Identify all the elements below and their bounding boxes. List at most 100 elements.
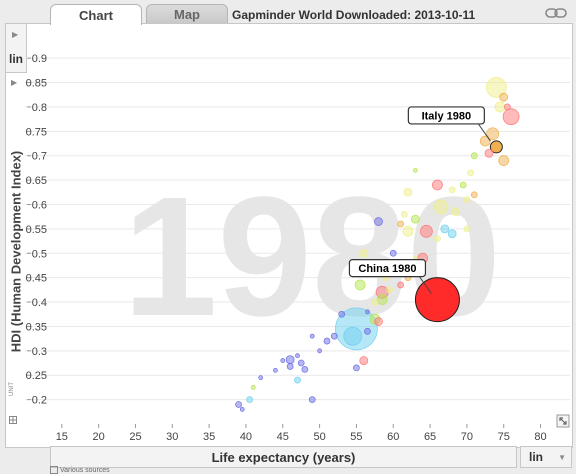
y-tick-label: 0.25 [26, 370, 47, 382]
x-axis-label[interactable]: Life expectancy (years) [50, 446, 517, 468]
bubble[interactable] [451, 207, 461, 217]
link-icon[interactable] [545, 7, 567, 19]
bubble[interactable] [463, 196, 471, 204]
x-tick-label: 25 [129, 431, 141, 443]
bubble[interactable] [470, 191, 478, 199]
bubble[interactable] [410, 214, 420, 224]
sources-note[interactable]: Various sources [50, 466, 110, 474]
bubble[interactable] [486, 127, 500, 141]
bubble[interactable] [494, 101, 506, 113]
y-tick-label: 0.3 [32, 346, 47, 358]
x-tick-label: 60 [387, 431, 399, 443]
bubble[interactable] [294, 376, 301, 384]
bubble[interactable] [419, 224, 433, 238]
bubble[interactable] [502, 108, 520, 126]
bubble[interactable] [386, 286, 393, 294]
bubble[interactable] [400, 210, 408, 218]
chevron-right-icon: ▶ [11, 78, 18, 87]
y-scale-selector[interactable]: ▶ lin [5, 23, 27, 73]
bubble[interactable] [503, 103, 511, 111]
bubble[interactable] [258, 375, 264, 381]
y-tick-label: 0.55 [26, 224, 47, 236]
y-tick-label: 0.45 [26, 273, 47, 285]
x-tick-label: 20 [93, 431, 105, 443]
bubble[interactable] [402, 225, 414, 237]
bubble[interactable] [239, 406, 245, 412]
chevron-down-icon: ▼ [558, 453, 566, 462]
bubble[interactable] [448, 186, 456, 194]
bubble[interactable] [295, 353, 300, 359]
bubble[interactable] [309, 333, 315, 339]
y-tick-label: 0.5 [32, 248, 47, 260]
x-axis-ticks: 15 20 25 30 35 40 45 50 55 60 65 70 75 80 [56, 424, 547, 443]
bubble[interactable] [414, 277, 460, 323]
bubble[interactable] [301, 365, 309, 373]
bubble[interactable] [285, 355, 295, 365]
bubble[interactable] [433, 199, 449, 215]
bubble[interactable] [330, 332, 338, 340]
x-scale-label: lin [529, 450, 543, 464]
bubble[interactable] [273, 367, 278, 373]
bubble[interactable] [403, 187, 413, 197]
bubble[interactable] [374, 317, 383, 326]
bubble[interactable] [447, 229, 457, 239]
y-tick-label: 0.65 [26, 175, 47, 187]
bubble[interactable] [467, 169, 474, 177]
chevron-right-icon: ▶ [12, 30, 19, 39]
bubble[interactable] [371, 298, 379, 306]
chart-panel [5, 23, 573, 448]
bubble[interactable] [338, 310, 346, 318]
x-tick-label: 40 [240, 431, 252, 443]
y-tick-label: 0.9 [32, 53, 47, 65]
bubble[interactable] [359, 356, 369, 365]
bubble[interactable] [297, 359, 305, 367]
y-tick-label: 0.2 [32, 395, 47, 407]
bubble[interactable] [374, 217, 383, 226]
bubble[interactable] [308, 396, 316, 404]
annotation-box [348, 259, 427, 278]
resize-icon[interactable] [556, 414, 570, 428]
bubble[interactable] [489, 140, 503, 154]
bubble[interactable] [286, 363, 294, 370]
tab-map[interactable]: Map [146, 4, 228, 24]
bubble[interactable] [376, 294, 388, 306]
bubble[interactable] [317, 348, 322, 354]
annotation-leader [419, 276, 432, 294]
bubble[interactable] [280, 358, 286, 363]
x-tick-label: 75 [498, 431, 510, 443]
bubble[interactable] [250, 385, 256, 390]
grid-icon[interactable] [9, 416, 17, 424]
bubble[interactable] [484, 148, 494, 158]
bubble[interactable] [364, 327, 371, 335]
bubble[interactable] [434, 235, 441, 243]
bubble[interactable] [485, 77, 507, 98]
tab-chart[interactable]: Chart [50, 4, 142, 25]
bubble[interactable] [365, 309, 370, 315]
bubble[interactable] [389, 249, 397, 257]
bubble[interactable] [440, 224, 450, 234]
y-axis-selector[interactable]: ▶ [5, 72, 25, 422]
annotation-label: China 1980 [358, 263, 416, 275]
bubble[interactable] [499, 92, 509, 102]
x-scale-selector[interactable]: lin ▼ [520, 446, 572, 468]
bubble[interactable] [470, 152, 478, 160]
bubble[interactable] [463, 225, 471, 233]
bubble[interactable] [412, 167, 418, 173]
x-tick-label: 30 [166, 431, 178, 443]
year-watermark: 1980 [123, 162, 501, 352]
bubble[interactable] [323, 337, 331, 345]
bubble[interactable] [354, 279, 366, 291]
x-tick-label: 65 [424, 431, 436, 443]
bubble[interactable] [246, 396, 254, 404]
x-tick-label: 55 [350, 431, 362, 443]
bubble[interactable] [353, 364, 360, 372]
bubble[interactable] [498, 155, 510, 166]
bubble[interactable] [397, 220, 405, 228]
bubble[interactable] [397, 281, 405, 289]
bubble[interactable] [343, 326, 363, 346]
bubble[interactable] [459, 181, 467, 189]
bubble[interactable] [359, 248, 369, 258]
bubble[interactable] [479, 135, 491, 147]
bubble[interactable] [235, 401, 242, 408]
bubble[interactable] [432, 179, 443, 191]
